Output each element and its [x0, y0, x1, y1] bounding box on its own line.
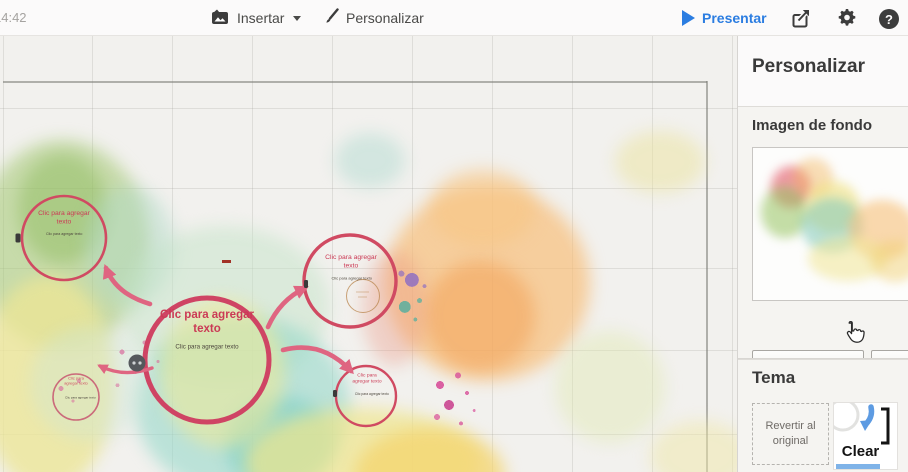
grid-line [652, 36, 653, 472]
grid-line [732, 36, 733, 472]
wash-blob [615, 131, 705, 193]
wash-blob [430, 169, 535, 247]
present-label: Presentar [702, 10, 767, 26]
grid-line [332, 36, 333, 472]
theme-name-label: Clear [841, 443, 880, 460]
arrow-to-bottom-left[interactable] [97, 364, 154, 375]
frame-label-top-right[interactable]: Clic para agregar texto Clic para agrega… [312, 253, 390, 285]
personalize-panel: Personalizar Imagen de fondo Elegir arch… [737, 36, 908, 472]
chevron-down-icon [293, 15, 302, 21]
toolbar: 14:42 Insertar Personalizar Presentar [0, 0, 908, 36]
background-image-preview [752, 147, 908, 301]
personalize-label: Personalizar [346, 10, 424, 26]
present-button[interactable]: Presentar [682, 0, 767, 36]
help-icon: ? [879, 9, 899, 29]
grid-line [0, 108, 737, 109]
grid-line [0, 350, 737, 351]
frame-handle-icon[interactable] [304, 280, 308, 288]
help-button[interactable]: ? [876, 6, 902, 32]
theme-accent-strip [836, 464, 880, 469]
frame-subtitle[interactable]: Clic para agregar texto [46, 231, 83, 236]
share-icon [790, 7, 812, 32]
divider [738, 358, 908, 359]
thumb-blob [871, 240, 908, 282]
sketch-text-lines [356, 291, 369, 298]
frame-label-bottom-left[interactable]: Clic para agregar texto Clic para agrega… [47, 376, 105, 405]
insert-button[interactable]: Insertar [210, 0, 302, 36]
frame-subtitle[interactable]: Clic para agregar texto [354, 392, 389, 396]
theme-section: Tema Revertir al original Clear [738, 359, 908, 472]
theme-section-heading: Tema [752, 368, 796, 387]
page-border [3, 81, 707, 83]
settings-button[interactable] [833, 6, 859, 32]
frame-circle-top-left[interactable] [20, 194, 108, 282]
wash-blob [555, 331, 665, 443]
frame-title[interactable]: Clic para agregar texto [325, 253, 377, 269]
frame-label-center[interactable]: Clic para agregar texto Clic para agrega… [147, 308, 267, 352]
background-image-section: Imagen de fondo Elegir archivo... [738, 106, 908, 378]
frame-title[interactable]: Clic para agregar texto [352, 372, 382, 384]
gear-icon [836, 7, 857, 31]
frame-circle-bottom-left[interactable] [52, 373, 100, 421]
stroke-mark [222, 260, 231, 263]
frame-title[interactable]: Clic para agregar texto [38, 209, 90, 225]
frame-title[interactable]: Clic para agregar texto [64, 376, 88, 386]
personalize-button[interactable]: Personalizar [322, 0, 424, 36]
frame-label-top-left[interactable]: Clic para agregar texto Clic para agrega… [24, 209, 104, 241]
theme-clear-tile[interactable]: Clear [826, 398, 897, 469]
frame-subtitle[interactable]: Clic para agregar texto [175, 342, 239, 350]
page-border [706, 81, 708, 472]
clock-text: 14:42 [0, 10, 27, 25]
background-section-heading: Imagen de fondo [752, 117, 872, 134]
frame-circle-center[interactable] [142, 295, 272, 425]
frame-handle-icon[interactable] [333, 390, 337, 397]
hand-cursor [841, 320, 866, 354]
wash-blob [335, 133, 405, 188]
arrow-to-bottom-right[interactable] [280, 345, 354, 375]
arrow-to-top-right[interactable] [265, 285, 309, 330]
grid-line [0, 268, 737, 269]
wash-blob [425, 261, 535, 371]
frame-handle-icon[interactable] [15, 233, 21, 243]
frame-subtitle[interactable]: Clic para agregar texto [331, 275, 372, 281]
frame-subtitle[interactable]: Clic para agregar texto [64, 396, 96, 400]
share-button[interactable] [788, 6, 814, 32]
arrow-to-top-left[interactable] [102, 264, 153, 307]
presentation-canvas[interactable]: Clic para agregar texto Clic para agrega… [0, 36, 737, 472]
image-icon [210, 8, 230, 29]
frame-label-bottom-right[interactable]: Clic para agregar texto Clic para agrega… [338, 372, 396, 401]
revert-label: Revertir al original [765, 420, 816, 447]
frame-title[interactable]: Clic para agregar texto [160, 309, 254, 336]
grid-line [0, 188, 737, 189]
revert-theme-button[interactable]: Revertir al original [752, 403, 829, 465]
panel-title: Personalizar [752, 56, 865, 77]
sketch-inner-circle[interactable] [346, 279, 380, 313]
frame-handle-icon[interactable] [128, 354, 146, 372]
insert-label: Insertar [237, 10, 285, 26]
play-icon [682, 10, 695, 26]
frame-circle-top-right[interactable] [302, 233, 398, 329]
paint-splatter [425, 361, 485, 441]
brush-icon [322, 8, 339, 28]
